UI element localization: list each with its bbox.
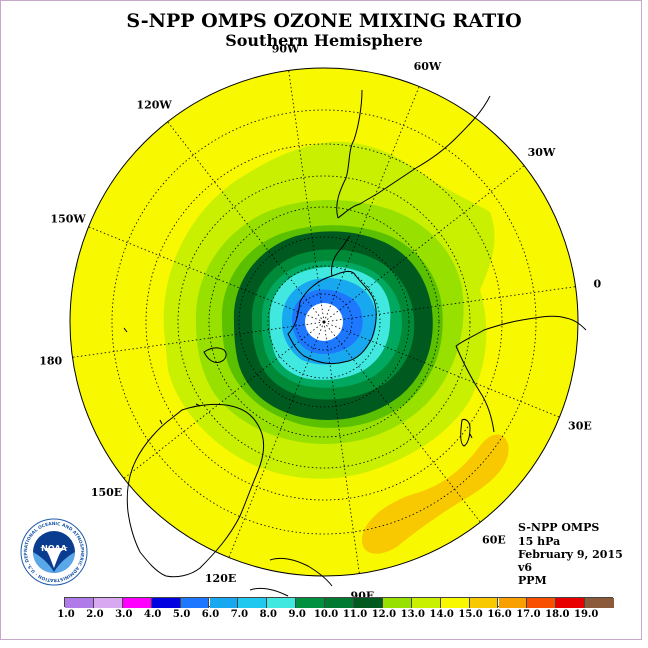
info-level: 15 hPa	[518, 535, 561, 548]
colorbar-tick-label: 17.0	[516, 609, 541, 620]
colorbar-tick-label: 19.0	[574, 609, 599, 620]
colorbar-swatch	[411, 598, 441, 608]
small-islands	[123, 327, 473, 439]
noaa-logo-text: NOAA	[41, 544, 67, 553]
meridian-label: 60W	[414, 60, 442, 73]
colorbar-swatch	[325, 598, 354, 608]
ozone-field-15	[362, 434, 509, 554]
colorbar-tick-label: 1.0	[57, 609, 75, 620]
colorbar-swatch	[556, 598, 586, 608]
colorbar-swatch	[180, 598, 210, 608]
australia-coast	[126, 403, 265, 578]
latitude-circles	[111, 109, 537, 535]
info-date: February 9, 2015	[518, 548, 623, 561]
colorbar-tick-label: 5.0	[172, 609, 191, 620]
info-instrument: S-NPP OMPS	[518, 521, 600, 534]
colorbar-tick-label: 18.0	[545, 609, 570, 620]
colorbar-swatch	[93, 598, 123, 608]
africa-coast	[455, 315, 587, 433]
map-title: S-NPP OMPS OZONE MIXING RATIO	[126, 10, 522, 32]
antarctic-peninsula	[331, 235, 351, 277]
page-frame	[0, 0, 642, 640]
asia-islands-coast	[249, 557, 333, 597]
antarctica-coast	[287, 270, 377, 365]
colorbar-tick-label: 4.0	[143, 609, 162, 620]
info-units: PPM	[518, 574, 547, 587]
meridian-label: 90W	[272, 43, 300, 56]
meridian-label: 30E	[568, 419, 592, 432]
meridian-label: 60E	[482, 534, 506, 547]
colorbar-tick-label: 6.0	[201, 609, 220, 620]
latitude-circle-30	[145, 143, 503, 501]
colorbar-swatch	[585, 598, 615, 608]
info-version: v6	[518, 561, 533, 574]
colorbar-tick-label: 11.0	[342, 609, 368, 620]
colorbar-tick-label: 15.0	[458, 609, 483, 620]
colorbar-tick-label: 12.0	[371, 609, 397, 620]
south-america-coast	[336, 89, 491, 219]
colorbar-frame	[64, 597, 615, 608]
colorbar-swatch	[238, 598, 268, 608]
coastlines	[123, 89, 587, 597]
colorbar-swatch	[440, 598, 470, 608]
colorbar-swatch	[209, 598, 239, 608]
meridian-label: 180	[39, 354, 62, 367]
colorbar: 1.0 2.0 3.0 4.0 5.0 6.0 7.0 8.0 9.0 10.0 11.0 12.0 1…	[57, 597, 615, 623]
colorbar-tick-label: 3.0	[115, 609, 133, 620]
map-disc-border	[69, 67, 579, 577]
noaa-logo: NATIONAL OCEANIC AND ATMOSPHERIC ADMINIS…	[20, 518, 88, 586]
colorbar-swatch	[296, 598, 326, 608]
colorbar-tick-label: 14.0	[429, 609, 454, 620]
colorbar-tick-label: 8.0	[259, 609, 277, 620]
colorbar-swatch	[527, 598, 557, 608]
colorbar-swatch	[382, 598, 412, 608]
latitude-circle-50	[208, 206, 440, 438]
colorbar-tick-label: 7.0	[230, 609, 249, 620]
latitude-circle-70	[267, 265, 381, 379]
meridian-label: 150E	[91, 486, 122, 499]
colorbar-swatch	[354, 598, 383, 608]
colorbar-swatch	[151, 598, 181, 608]
meridian-label: 120E	[205, 572, 236, 585]
colorbar-swatch	[267, 598, 297, 608]
colorbar-swatch	[469, 598, 499, 608]
colorbar-tick-label: 9.0	[288, 609, 306, 620]
colorbar-tick-label: 13.0	[400, 609, 425, 620]
latitude-circle-80	[295, 293, 353, 351]
colorbar-tick-label: 2.0	[86, 609, 104, 620]
meridian-label: 120W	[136, 99, 172, 112]
map-subtitle: Southern Hemisphere	[225, 31, 423, 50]
colorbar-tick-label: 16.0	[487, 609, 512, 620]
latitude-circle-60	[238, 236, 410, 408]
colorbar-swatch	[122, 598, 152, 608]
new-zealand-coast	[203, 347, 227, 363]
colorbar-tick-label: 10.0	[313, 609, 339, 620]
meridian-label: 0	[593, 278, 601, 291]
latitude-circle-40	[177, 175, 471, 469]
madagascar-coast	[460, 419, 471, 447]
colorbar-swatch	[498, 598, 528, 608]
meridian-label: 150W	[50, 213, 86, 226]
colorbar-swatch	[65, 598, 94, 608]
meridian-label: 30W	[528, 146, 556, 159]
latitude-circle-20	[111, 109, 537, 535]
